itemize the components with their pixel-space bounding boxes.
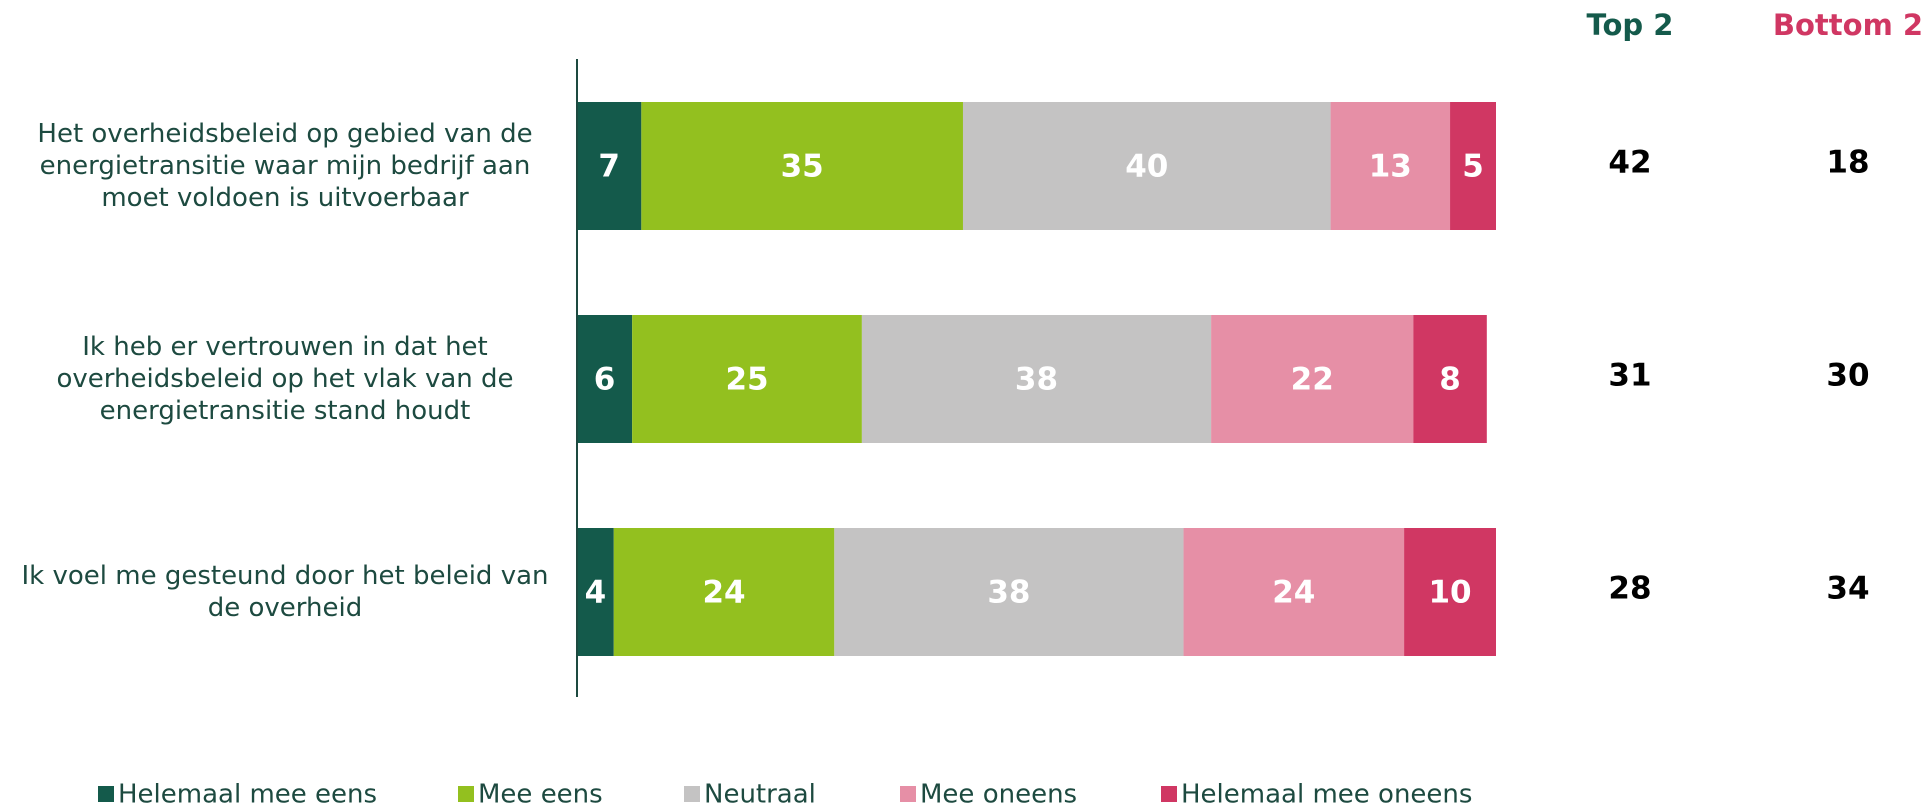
summary-value: 34 bbox=[1826, 571, 1869, 607]
value-label: 6 bbox=[594, 362, 616, 398]
value-label: 40 bbox=[1125, 149, 1168, 185]
bar-segment bbox=[577, 528, 614, 656]
value-label: 4 bbox=[585, 575, 607, 611]
legend-label: Helemaal mee eens bbox=[118, 780, 377, 807]
bar-segment bbox=[962, 102, 1331, 230]
legend-label: Mee oneens bbox=[920, 780, 1077, 807]
bar-segment bbox=[1413, 315, 1487, 443]
summary-value: 18 bbox=[1826, 145, 1869, 181]
value-label: 5 bbox=[1462, 149, 1484, 185]
bar-segment bbox=[577, 315, 633, 443]
value-label: 38 bbox=[987, 575, 1030, 611]
legend-label: Mee eens bbox=[478, 780, 603, 807]
legend-swatch bbox=[900, 786, 916, 802]
legend-label: Helemaal mee oneens bbox=[1181, 780, 1472, 807]
summary-value: 31 bbox=[1608, 358, 1651, 394]
value-label: 35 bbox=[781, 149, 824, 185]
bar-segment bbox=[861, 315, 1212, 443]
legend-swatch bbox=[1161, 786, 1177, 802]
value-label: 24 bbox=[702, 575, 745, 611]
legend-label: Neutraal bbox=[704, 780, 816, 807]
legend-swatch bbox=[684, 786, 700, 802]
summary-value: 30 bbox=[1826, 358, 1869, 394]
value-label: 22 bbox=[1291, 362, 1334, 398]
value-label: 8 bbox=[1439, 362, 1461, 398]
category-label: Ik voel me gesteund door het beleid van … bbox=[21, 561, 549, 623]
bar-segment bbox=[1330, 102, 1451, 230]
column-header: Top 2 bbox=[1587, 8, 1674, 42]
value-label: 24 bbox=[1272, 575, 1315, 611]
column-header: Bottom 2 bbox=[1773, 8, 1923, 42]
bar-segment bbox=[1450, 102, 1496, 230]
bar-segment bbox=[577, 102, 642, 230]
value-label: 7 bbox=[598, 149, 620, 185]
value-label: 13 bbox=[1369, 149, 1412, 185]
bar-segment bbox=[613, 528, 835, 656]
category-label: Ik heb er vertrouwen in dat het overheid… bbox=[56, 332, 514, 426]
value-label: 25 bbox=[725, 362, 768, 398]
category-label: Het overheidsbeleid op gebied van de ene… bbox=[37, 119, 533, 213]
bar-segment bbox=[834, 528, 1184, 656]
legend-swatch bbox=[98, 786, 114, 802]
bar-segment bbox=[1404, 528, 1496, 656]
bar-segment bbox=[641, 102, 963, 230]
summary-value: 42 bbox=[1608, 145, 1651, 181]
summary-value: 28 bbox=[1608, 571, 1651, 607]
value-label: 10 bbox=[1428, 575, 1471, 611]
bar-segment bbox=[632, 315, 862, 443]
bar-segment bbox=[1211, 315, 1414, 443]
legend-swatch bbox=[458, 786, 474, 802]
value-label: 38 bbox=[1015, 362, 1058, 398]
bar-segment bbox=[1183, 528, 1405, 656]
